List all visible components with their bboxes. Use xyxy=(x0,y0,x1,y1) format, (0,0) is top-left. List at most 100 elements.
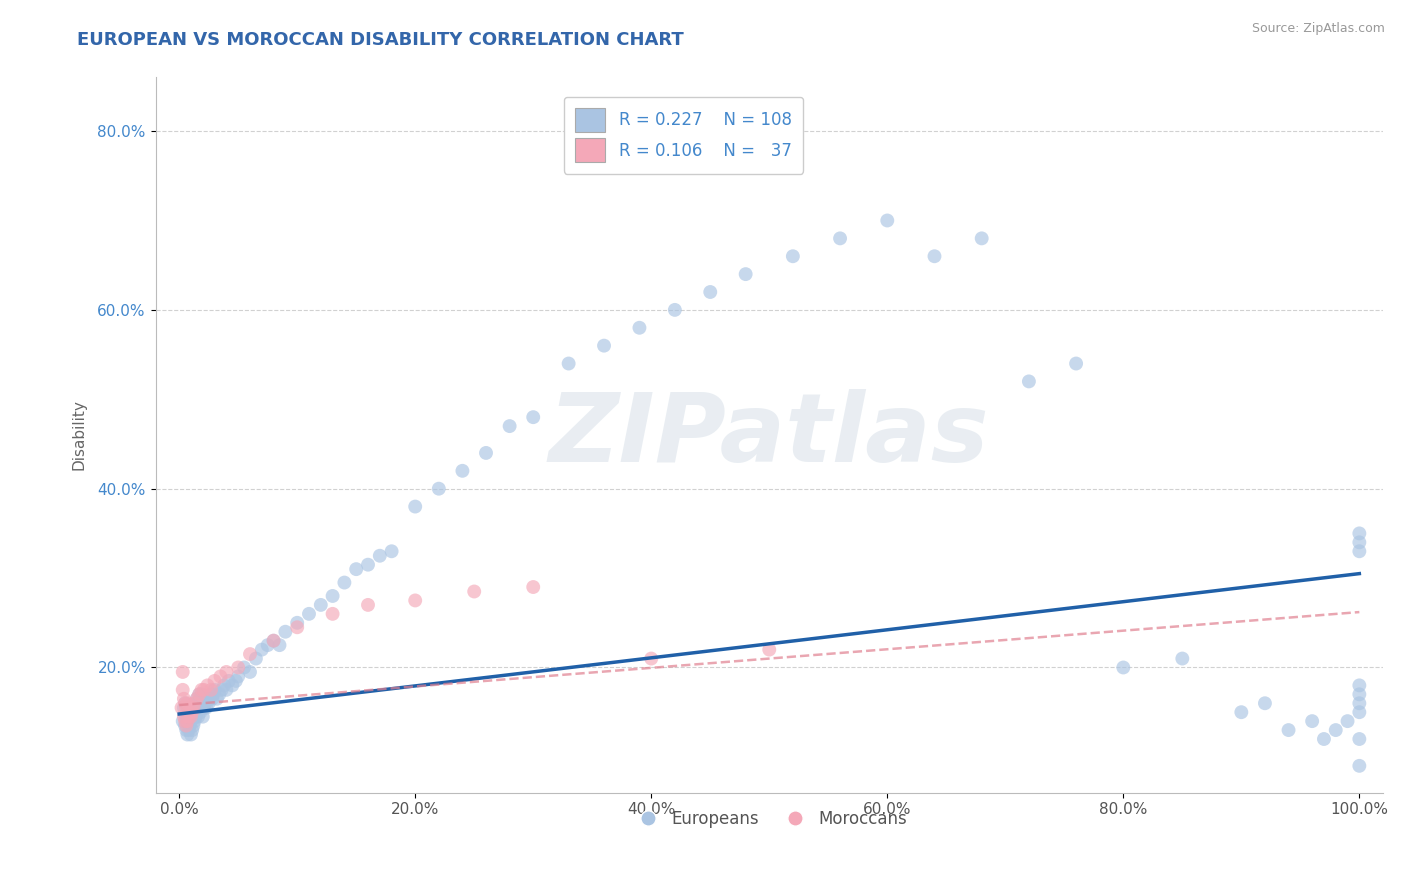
Point xyxy=(180,709,202,723)
Point xyxy=(186,691,208,706)
Point xyxy=(174,709,197,723)
Point xyxy=(381,544,404,558)
Point xyxy=(876,213,898,227)
Point xyxy=(202,687,225,701)
Point xyxy=(233,660,256,674)
Point xyxy=(176,727,198,741)
Point xyxy=(176,696,198,710)
Point xyxy=(172,682,194,697)
Point xyxy=(226,660,249,674)
Point xyxy=(197,691,219,706)
Point xyxy=(177,709,200,723)
Point xyxy=(1301,714,1323,728)
Point xyxy=(218,673,240,688)
Point xyxy=(285,620,308,634)
Point xyxy=(628,320,651,334)
Point xyxy=(208,687,231,701)
Point xyxy=(172,665,194,679)
Point xyxy=(239,665,262,679)
Point xyxy=(179,705,201,719)
Point xyxy=(522,580,544,594)
Point xyxy=(1348,759,1371,773)
Point xyxy=(1171,651,1194,665)
Point xyxy=(1324,723,1347,737)
Point xyxy=(170,700,193,714)
Point xyxy=(924,249,946,263)
Point xyxy=(173,709,195,723)
Point xyxy=(274,624,297,639)
Point xyxy=(197,696,219,710)
Point xyxy=(1348,678,1371,692)
Point xyxy=(245,651,267,665)
Point xyxy=(1348,687,1371,701)
Point xyxy=(174,718,197,732)
Point xyxy=(204,673,226,688)
Point xyxy=(298,607,321,621)
Point xyxy=(344,562,367,576)
Point xyxy=(198,691,221,706)
Point xyxy=(183,714,205,728)
Point xyxy=(172,714,194,728)
Point xyxy=(664,302,686,317)
Point xyxy=(1254,696,1277,710)
Point xyxy=(184,696,207,710)
Point xyxy=(368,549,391,563)
Point xyxy=(181,709,204,723)
Point xyxy=(1313,731,1336,746)
Text: Source: ZipAtlas.com: Source: ZipAtlas.com xyxy=(1251,22,1385,36)
Point xyxy=(187,709,209,723)
Point xyxy=(191,696,214,710)
Point xyxy=(970,231,993,245)
Point xyxy=(758,642,780,657)
Point xyxy=(256,638,278,652)
Point xyxy=(1348,544,1371,558)
Point xyxy=(179,705,201,719)
Point xyxy=(200,682,222,697)
Point xyxy=(174,714,197,728)
Point xyxy=(357,558,380,572)
Point xyxy=(404,593,426,607)
Point xyxy=(180,700,202,714)
Point xyxy=(1348,526,1371,541)
Point xyxy=(183,700,205,714)
Point xyxy=(322,607,344,621)
Point xyxy=(174,718,197,732)
Point xyxy=(174,696,197,710)
Point xyxy=(309,598,332,612)
Point xyxy=(451,464,474,478)
Point xyxy=(215,682,238,697)
Point xyxy=(225,673,247,688)
Point xyxy=(174,696,197,710)
Legend: Europeans, Moroccans: Europeans, Moroccans xyxy=(624,803,914,834)
Point xyxy=(557,357,579,371)
Point xyxy=(191,709,214,723)
Point xyxy=(1348,535,1371,549)
Point xyxy=(204,682,226,697)
Point xyxy=(173,700,195,714)
Point xyxy=(190,687,212,701)
Point xyxy=(1230,705,1253,719)
Point xyxy=(404,500,426,514)
Point xyxy=(1336,714,1358,728)
Text: ZIPatlas: ZIPatlas xyxy=(548,389,990,482)
Point xyxy=(190,682,212,697)
Point xyxy=(177,709,200,723)
Point xyxy=(221,678,243,692)
Point xyxy=(176,714,198,728)
Point xyxy=(188,700,211,714)
Point xyxy=(1064,357,1087,371)
Point xyxy=(782,249,804,263)
Point xyxy=(285,615,308,630)
Point xyxy=(1112,660,1135,674)
Point xyxy=(183,696,205,710)
Point xyxy=(190,700,212,714)
Text: EUROPEAN VS MOROCCAN DISABILITY CORRELATION CHART: EUROPEAN VS MOROCCAN DISABILITY CORRELAT… xyxy=(77,31,685,49)
Point xyxy=(699,285,721,299)
Point xyxy=(211,682,233,697)
Point xyxy=(1348,731,1371,746)
Point xyxy=(205,691,228,706)
Point xyxy=(174,723,197,737)
Point xyxy=(173,691,195,706)
Point xyxy=(475,446,498,460)
Point xyxy=(1018,375,1040,389)
